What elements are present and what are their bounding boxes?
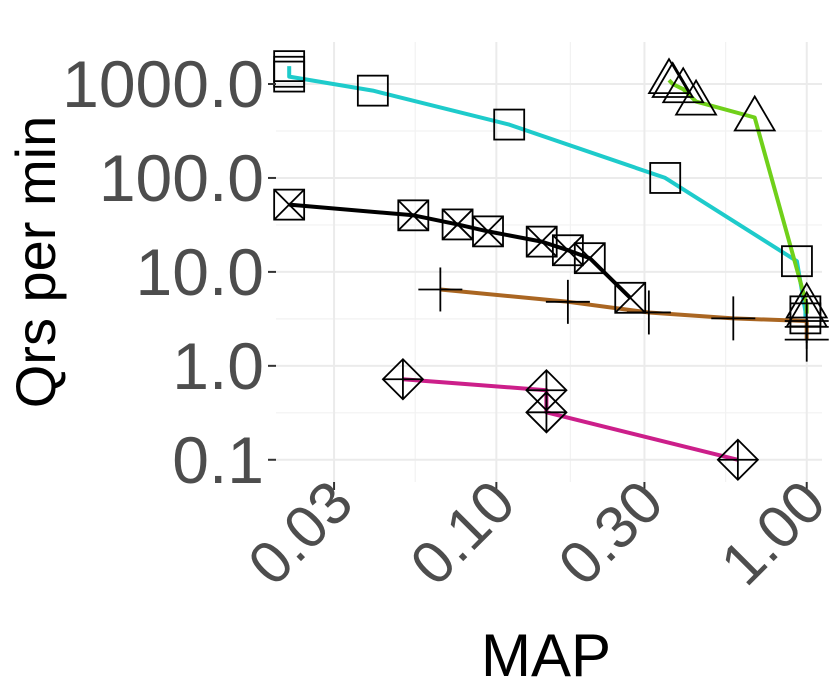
marker-square bbox=[273, 188, 306, 221]
marker-square bbox=[472, 215, 504, 248]
series-line-1 bbox=[287, 66, 808, 319]
data-point-series-5 bbox=[525, 391, 568, 434]
marker-cross bbox=[273, 188, 305, 221]
marker-square bbox=[493, 108, 526, 141]
data-point-series-4 bbox=[626, 290, 671, 335]
x-axis: 0.03 0.10 0.30 1.00 bbox=[235, 468, 830, 598]
y-axis-title: Qrs per min bbox=[4, 116, 67, 409]
data-point-series-3 bbox=[573, 242, 606, 275]
data-point-series-2 bbox=[733, 94, 777, 132]
series-markers bbox=[273, 50, 829, 482]
data-point-series-3 bbox=[441, 208, 474, 241]
x-tick-label: 1.00 bbox=[708, 468, 830, 598]
data-point-series-3 bbox=[397, 199, 430, 232]
marker-square bbox=[573, 242, 606, 275]
data-point-series-5 bbox=[716, 438, 760, 482]
marker-cross bbox=[472, 215, 504, 248]
marker-triangle bbox=[651, 61, 695, 98]
marker-cross bbox=[397, 199, 429, 231]
marker-cross bbox=[441, 208, 474, 241]
y-tick-label: 1000.0 bbox=[62, 47, 264, 121]
marker-cross bbox=[614, 282, 646, 314]
x-tick-label: 0.10 bbox=[398, 468, 528, 598]
data-point-series-3 bbox=[273, 188, 306, 221]
data-point-series-5 bbox=[381, 357, 425, 401]
data-point-series-4 bbox=[418, 267, 463, 312]
x-tick-label: 0.30 bbox=[546, 468, 676, 598]
grid bbox=[276, 42, 822, 482]
data-point-series-4 bbox=[711, 296, 756, 341]
y-tick-label: 0.1 bbox=[172, 423, 264, 497]
x-axis-title: MAP bbox=[481, 622, 611, 689]
marker-square bbox=[649, 162, 682, 194]
marker-cross bbox=[526, 225, 558, 258]
data-point-series-2 bbox=[651, 61, 695, 98]
marker-square bbox=[273, 60, 306, 93]
marker-square bbox=[397, 199, 430, 232]
marker-triangle bbox=[733, 94, 777, 132]
series-line-3 bbox=[289, 202, 632, 300]
marker-square bbox=[356, 74, 389, 107]
marker-triangle bbox=[674, 78, 718, 116]
y-tick-label: 100.0 bbox=[99, 141, 264, 215]
data-point-series-4 bbox=[545, 279, 590, 324]
y-axis: 0.1 1.0 10.0 100.0 1000.0 bbox=[62, 47, 276, 497]
y-tick-label: 10.0 bbox=[136, 235, 264, 309]
series-lines bbox=[287, 66, 809, 462]
marker-cross bbox=[574, 242, 606, 274]
data-point-series-1 bbox=[493, 108, 526, 141]
data-point-series-2 bbox=[674, 78, 718, 116]
marker-square bbox=[781, 245, 813, 278]
data-point-series-4 bbox=[784, 317, 829, 362]
data-point-series-1 bbox=[781, 245, 813, 278]
data-point-series-3 bbox=[525, 225, 558, 258]
data-point-series-3 bbox=[472, 215, 504, 248]
marker-cross bbox=[552, 234, 584, 266]
y-tick-label: 1.0 bbox=[172, 329, 264, 403]
data-point-series-1 bbox=[356, 74, 389, 107]
marker-square bbox=[525, 225, 558, 258]
data-point-series-1 bbox=[273, 60, 306, 93]
data-point-series-1 bbox=[649, 162, 682, 194]
series-line-4 bbox=[440, 287, 809, 340]
